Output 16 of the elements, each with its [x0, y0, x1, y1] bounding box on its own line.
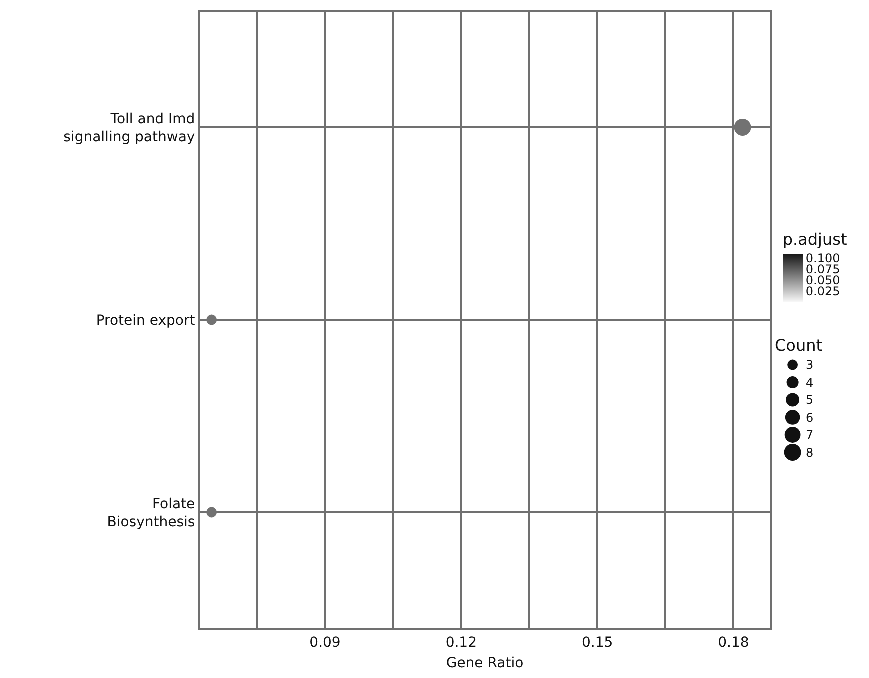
legend-label: 8: [806, 446, 814, 460]
y-tick-label: Folate Biosynthesis: [107, 496, 196, 530]
legend-label: 6: [806, 411, 814, 425]
x-tick-label: 0.12: [446, 634, 477, 651]
x-tick-label: 0.15: [582, 634, 614, 651]
legend-label: 7: [806, 428, 814, 442]
legend-label: 5: [806, 393, 814, 407]
y-tick-label: Toll and Imd signalling pathway: [64, 111, 196, 146]
color-bar-title: p.adjust: [782, 230, 848, 249]
x-tick-label: 0.18: [718, 634, 750, 651]
legend-label: 3: [806, 358, 814, 372]
legend-title: Count: [775, 336, 823, 355]
legend-label: 4: [806, 376, 814, 390]
y-tick-label: Protein export: [96, 312, 196, 329]
x-axis-title: Gene Ratio: [446, 656, 524, 672]
x-tick-label: 0.09: [310, 634, 341, 651]
